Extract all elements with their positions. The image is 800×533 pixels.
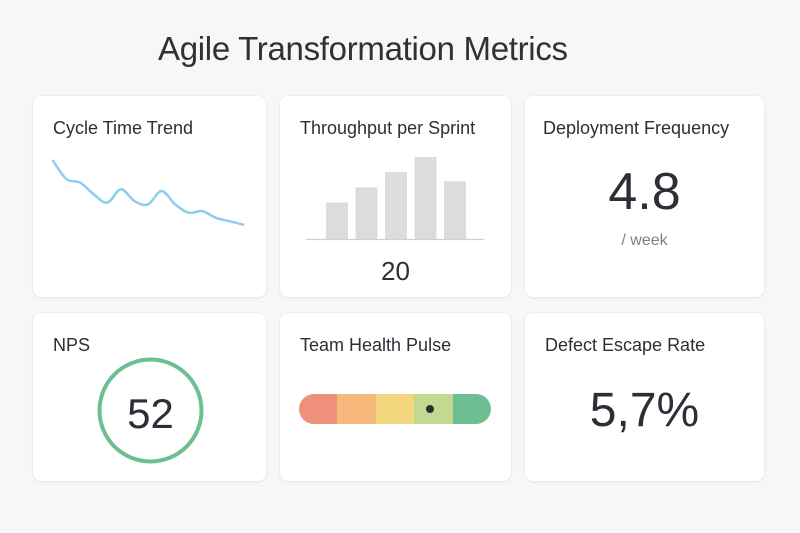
team-health-marker — [425, 405, 434, 413]
cycle-time-title: Cycle Time Trend — [53, 118, 194, 138]
nps-ring-circle — [97, 357, 204, 464]
nps-title: NPS — [53, 335, 91, 355]
deployment-title: Deployment Frequency — [543, 118, 730, 138]
throughput-bar — [385, 172, 407, 239]
defect-escape-title: Defect Escape Rate — [545, 335, 706, 355]
cycle-time-line — [51, 159, 245, 226]
defect-escape-card: Defect Escape Rate 5,7% — [525, 313, 764, 481]
cycle-time-card: Cycle Time Trend — [33, 96, 266, 297]
nps-card: NPS 52 — [33, 313, 266, 481]
throughput-bar — [414, 157, 437, 239]
team-health-segment — [299, 394, 338, 424]
page-title: Agile Transformation Metrics — [158, 30, 568, 67]
nps-ring — [97, 357, 204, 464]
cycle-time-chart — [51, 159, 245, 226]
throughput-chart — [306, 157, 484, 241]
team-health-card: Team Health Pulse — [280, 313, 511, 481]
throughput-title: Throughput per Sprint — [300, 118, 476, 138]
deployment-value: 4.8 — [608, 163, 681, 221]
deployment-unit: / week — [621, 232, 668, 249]
team-health-segment — [375, 394, 415, 424]
throughput-value: 20 — [381, 256, 410, 286]
team-health-title: Team Health Pulse — [300, 335, 452, 355]
throughput-bar — [444, 181, 466, 239]
team-health-segment — [337, 394, 376, 424]
deployment-card: Deployment Frequency 4.8 / week — [525, 96, 764, 297]
throughput-bar — [326, 202, 348, 239]
throughput-bar — [355, 187, 378, 239]
nps-value: 52 — [127, 389, 174, 437]
team-health-segment — [452, 394, 491, 424]
team-health-bar — [299, 394, 491, 424]
defect-escape-value: 5,7% — [589, 384, 700, 437]
throughput-card: Throughput per Sprint 20 — [280, 96, 511, 297]
